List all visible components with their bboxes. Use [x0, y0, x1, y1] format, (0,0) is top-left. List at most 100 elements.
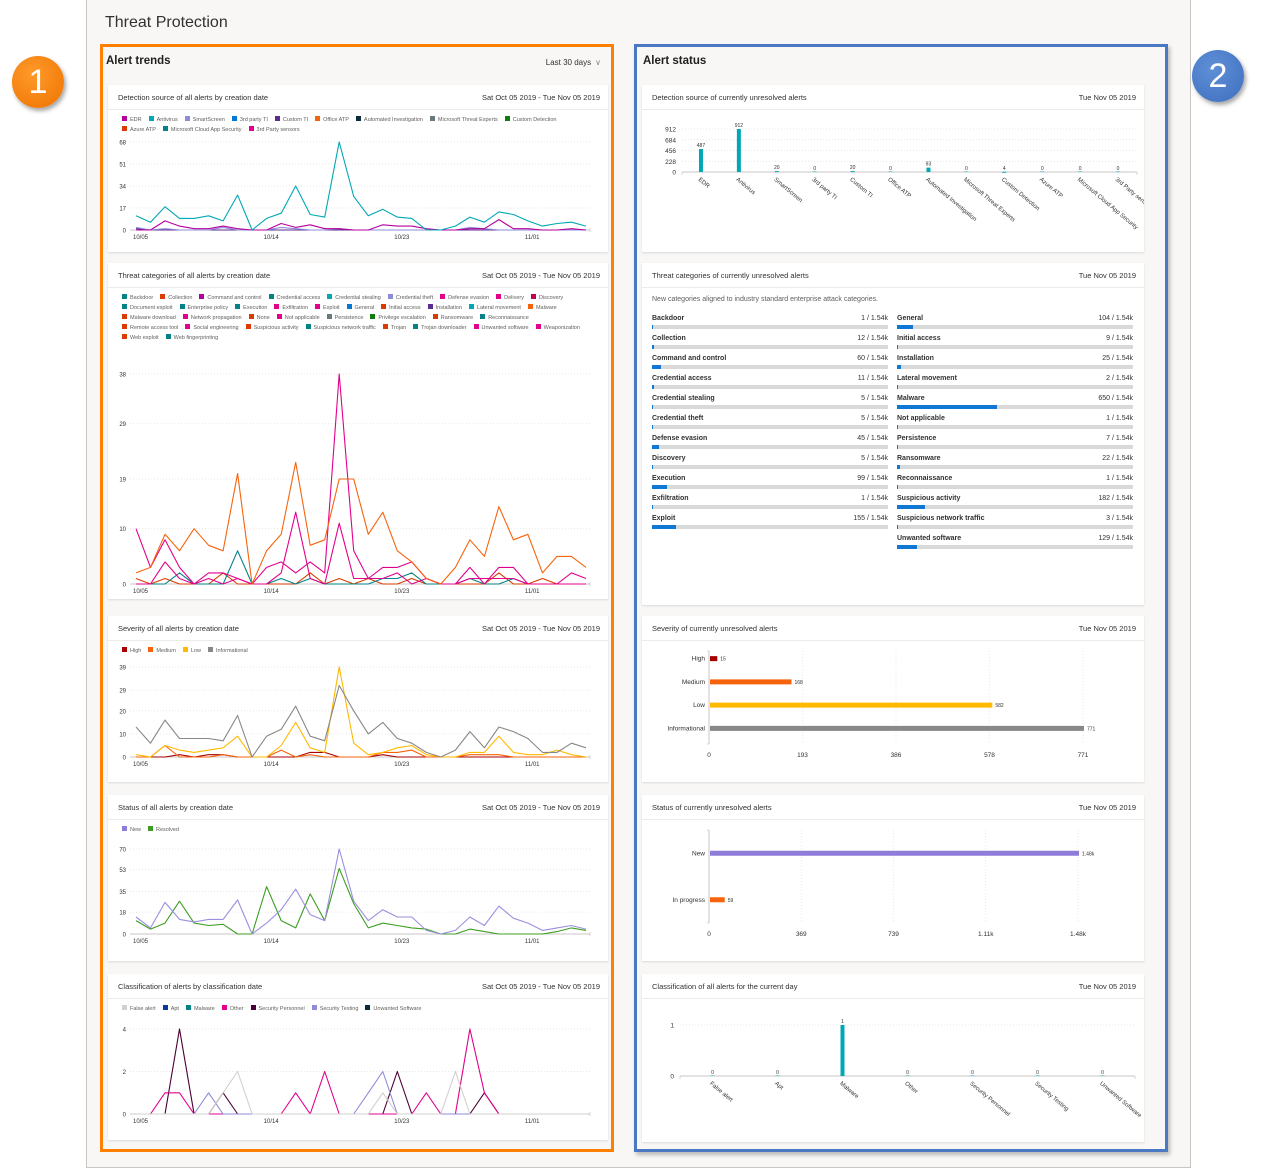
legend-item-collection[interactable]: Collection: [160, 293, 192, 303]
legend-item-credential-theft[interactable]: Credential theft: [387, 293, 433, 303]
category-label: Not applicable: [897, 415, 945, 422]
category-row-command-and-control[interactable]: Command and control 60 / 1.54k: [652, 355, 888, 375]
category-row-initial-access[interactable]: Initial access 9 / 1.54k: [897, 335, 1133, 355]
legend-item-3rd-party-sensors[interactable]: 3rd Party sensors: [248, 125, 300, 135]
legend-item-trojan-downloader[interactable]: Trojan downloader: [413, 323, 467, 333]
legend-item-suspicious-activity[interactable]: Suspicious activity: [245, 323, 299, 333]
legend-item-web-fingerprinting[interactable]: Web fingerprinting: [165, 333, 218, 343]
legend-item-apt[interactable]: Apt: [162, 1004, 179, 1014]
x-category-label: Custom Detection: [1000, 177, 1040, 212]
legend-item-social-engineering[interactable]: Social engineering: [185, 323, 239, 333]
legend-item-resolved[interactable]: Resolved: [148, 825, 179, 835]
legend-item-microsoft-cloud-app-security[interactable]: Microsoft Cloud App Security: [162, 125, 242, 135]
legend-item-3rd-party-ti[interactable]: 3rd party TI: [231, 115, 268, 125]
legend-item-new[interactable]: New: [122, 825, 141, 835]
category-row-reconnaissance[interactable]: Reconnaissance 1 / 1.54k: [897, 475, 1133, 495]
legend-item-medium[interactable]: Medium: [148, 646, 176, 656]
legend-item-exploit[interactable]: Exploit: [315, 303, 340, 313]
legend-item-lateral-movement[interactable]: Lateral movement: [468, 303, 521, 313]
legend-label: Other: [229, 1006, 244, 1012]
legend-item-defense-evasion[interactable]: Defense evasion: [440, 293, 489, 303]
legend-item-installation[interactable]: Installation: [427, 303, 462, 313]
legend-item-credential-access[interactable]: Credential access: [268, 293, 320, 303]
legend-item-antivirus[interactable]: Antivirus: [148, 115, 178, 125]
legend-item-document-exploit[interactable]: Document exploit: [122, 303, 173, 313]
legend-item-other[interactable]: Other: [221, 1004, 244, 1014]
category-row-backdoor[interactable]: Backdoor 1 / 1.54k: [652, 315, 888, 335]
legend-item-privilege-escalation[interactable]: Privilege escalation: [370, 313, 426, 323]
legend-item-reconnaissance[interactable]: Reconnaissance: [480, 313, 529, 323]
legend-item-web-exploit[interactable]: Web exploit: [122, 333, 159, 343]
legend-item-delivery[interactable]: Delivery: [496, 293, 524, 303]
category-row-exploit[interactable]: Exploit 155 / 1.54k: [652, 515, 888, 535]
legend-item-malware[interactable]: Malware: [185, 1004, 215, 1014]
legend-item-unwanted-software[interactable]: Unwanted Software: [365, 1004, 421, 1014]
legend-item-custom-detection[interactable]: Custom Detection: [504, 115, 556, 125]
legend-item-backdoor[interactable]: Backdoor: [122, 293, 153, 303]
bar-value-label: 0: [711, 1070, 714, 1076]
category-row-ransomware[interactable]: Ransomware 22 / 1.54k: [897, 455, 1133, 475]
bar-value-label: 0: [1036, 1070, 1039, 1076]
legend-item-false-alert[interactable]: False alert: [122, 1004, 156, 1014]
category-row-defense-evasion[interactable]: Defense evasion 45 / 1.54k: [652, 435, 888, 455]
legend-item-network-propagation[interactable]: Network propagation: [182, 313, 242, 323]
legend-swatch: [221, 1005, 227, 1010]
legend-item-discovery[interactable]: Discovery: [530, 293, 563, 303]
legend-item-general[interactable]: General: [346, 303, 374, 313]
legend-item-persistence[interactable]: Persistence: [326, 313, 364, 323]
legend-item-smartscreen[interactable]: SmartScreen: [184, 115, 225, 125]
legend-item-edr[interactable]: EDR: [122, 115, 142, 125]
legend-label: Initial access: [389, 305, 421, 311]
category-row-installation[interactable]: Installation 25 / 1.54k: [897, 355, 1133, 375]
legend-item-ransomware[interactable]: Ransomware: [432, 313, 473, 323]
category-row-collection[interactable]: Collection 12 / 1.54k: [652, 335, 888, 355]
category-row-suspicious-activity[interactable]: Suspicious activity 182 / 1.54k: [897, 495, 1133, 515]
legend-item-security-testing[interactable]: Security Testing: [311, 1004, 358, 1014]
legend-swatch: [148, 826, 154, 831]
category-row-general[interactable]: General 104 / 1.54k: [897, 315, 1133, 335]
legend-swatch: [185, 1005, 191, 1010]
legend-item-low[interactable]: Low: [182, 646, 201, 656]
legend-item-enterprise-policy[interactable]: Enterprise policy: [179, 303, 229, 313]
category-row-unwanted-software[interactable]: Unwanted software 129 / 1.54k: [897, 535, 1133, 555]
legend-item-custom-ti[interactable]: Custom TI: [274, 115, 308, 125]
category-row-credential-stealing[interactable]: Credential stealing 5 / 1.54k: [652, 395, 888, 415]
category-row-exfiltration[interactable]: Exfiltration 1 / 1.54k: [652, 495, 888, 515]
category-row-suspicious-network-traffic[interactable]: Suspicious network traffic 3 / 1.54k: [897, 515, 1133, 535]
legend-item-malware[interactable]: Malware: [527, 303, 557, 313]
legend-item-exfiltration[interactable]: Exfiltration: [274, 303, 308, 313]
category-row-execution[interactable]: Execution 99 / 1.54k: [652, 475, 888, 495]
legend-item-execution[interactable]: Execution: [235, 303, 267, 313]
legend-label: Enterprise policy: [187, 305, 229, 311]
legend-item-none[interactable]: None: [248, 313, 270, 323]
legend-item-command-and-control[interactable]: Command and control: [199, 293, 262, 303]
legend-item-weaponization[interactable]: Weaponization: [535, 323, 580, 333]
category-row-lateral-movement[interactable]: Lateral movement 2 / 1.54k: [897, 375, 1133, 395]
time-range-dropdown[interactable]: Last 30 days ∨: [546, 58, 601, 67]
category-row-not-applicable[interactable]: Not applicable 1 / 1.54k: [897, 415, 1133, 435]
legend-item-credential-stealing[interactable]: Credential stealing: [327, 293, 381, 303]
series-line-malware: [135, 461, 587, 585]
legend-item-trojan[interactable]: Trojan: [382, 323, 406, 333]
legend-item-azure-atp[interactable]: Azure ATP: [122, 125, 156, 135]
legend-item-remote-access-tool[interactable]: Remote access tool: [122, 323, 178, 333]
category-row-persistence[interactable]: Persistence 7 / 1.54k: [897, 435, 1133, 455]
legend-item-high[interactable]: High: [122, 646, 141, 656]
legend-item-office-atp[interactable]: Office ATP: [315, 115, 349, 125]
x-tick-label: 11/01: [525, 1119, 540, 1125]
legend-item-unwanted-software[interactable]: Unwanted software: [473, 323, 529, 333]
category-row-credential-access[interactable]: Credential access 11 / 1.54k: [652, 375, 888, 395]
category-row-malware[interactable]: Malware 650 / 1.54k: [897, 395, 1133, 415]
legend-item-automated-investigation[interactable]: Automated Investigation: [355, 115, 423, 125]
legend-label: Trojan downloader: [421, 325, 467, 331]
category-row-credential-theft[interactable]: Credential theft 5 / 1.54k: [652, 415, 888, 435]
legend-item-suspicious-network-traffic[interactable]: Suspicious network traffic: [305, 323, 376, 333]
legend-item-malware-download[interactable]: Malware download: [122, 313, 176, 323]
legend-item-microsoft-threat-experts[interactable]: Microsoft Threat Experts: [429, 115, 498, 125]
category-row-discovery[interactable]: Discovery 5 / 1.54k: [652, 455, 888, 475]
legend-item-informational[interactable]: Informational: [207, 646, 248, 656]
legend-label: Persistence: [334, 315, 364, 321]
legend-item-not-applicable[interactable]: Not applicable: [276, 313, 320, 323]
legend-item-security-personnel[interactable]: Security Personnel: [250, 1004, 305, 1014]
legend-item-initial-access[interactable]: Initial access: [381, 303, 421, 313]
